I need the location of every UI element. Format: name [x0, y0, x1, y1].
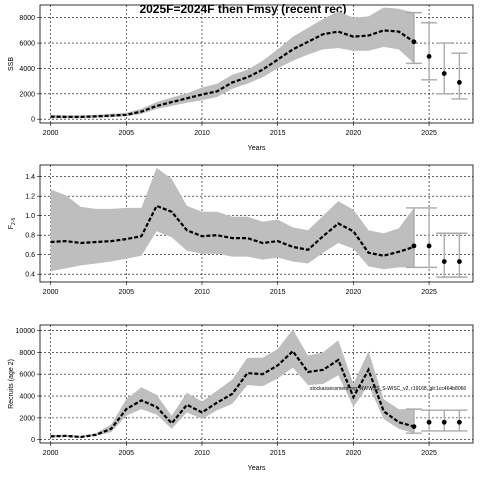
y-tick-label: 1.4 [25, 174, 35, 181]
x-tick-label: 2010 [194, 289, 210, 296]
estimate-line [50, 349, 415, 439]
y-tick-label: 6000 [19, 41, 35, 48]
forecast-point [411, 39, 417, 45]
x-axis-label: Years [248, 145, 266, 152]
forecast-point [426, 243, 432, 249]
confidence-band [50, 329, 414, 438]
y-axis-label: Recruits (age 2) [8, 359, 15, 409]
x-tick-label: 2025 [421, 450, 437, 457]
forecast-point [441, 419, 447, 425]
x-tick-label: 2005 [119, 289, 135, 296]
y-tick-label: 2000 [19, 415, 35, 422]
y-tick-label: 0 [31, 437, 35, 444]
x-tick-label: 2015 [270, 130, 286, 137]
forecast-point [426, 419, 432, 425]
y-tick-label: 2000 [19, 91, 35, 98]
forecast-point [441, 259, 447, 264]
y-tick-label: 0.4 [25, 272, 35, 279]
x-tick-label: 2000 [43, 450, 59, 457]
x-tick-label: 2015 [270, 450, 286, 457]
panel-1: 2000 2005 2010 2015 2020 2025 0 2000 4000 6000 800… [8, 4, 474, 152]
forecast-point [456, 419, 462, 425]
y-tick-label: 0.6 [25, 252, 35, 259]
forecast-point [426, 53, 432, 59]
y-tick-label: 8000 [19, 350, 35, 357]
x-tick-label: 2005 [119, 130, 135, 137]
panel-frame [39, 164, 474, 283]
y-tick-label: 1.2 [25, 194, 35, 201]
x-tick-label: 2020 [346, 130, 362, 137]
y-tick-label: 1.0 [25, 213, 35, 220]
y-tick-label: 4000 [19, 66, 35, 73]
y-axis-label: F2-5 [8, 218, 17, 230]
panel-frame [39, 4, 474, 124]
panel-frame [39, 324, 474, 444]
x-tick-label: 2025 [421, 289, 437, 296]
x-tick-label: 2000 [43, 289, 59, 296]
forecast-point [456, 259, 462, 264]
forecast-point [411, 243, 417, 249]
forecast-point [441, 71, 447, 76]
x-tick-label: 2015 [270, 289, 286, 296]
y-tick-label: 6000 [19, 372, 35, 379]
y-tick-label: 8000 [19, 15, 35, 22]
y-axis-label-subscript: 2-5 [11, 218, 17, 225]
x-tick-label: 2005 [119, 450, 135, 457]
x-tick-label: 2010 [194, 450, 210, 457]
confidence-band [50, 167, 414, 272]
chart-annotation: stockassessment.org, NWWSS_S-WISC_v2, r1… [310, 386, 466, 392]
x-tick-label: 2020 [346, 450, 362, 457]
y-tick-label: 4000 [19, 394, 35, 401]
forecast-point [411, 424, 417, 430]
estimate-line [50, 29, 415, 119]
x-tick-label: 2010 [194, 130, 210, 137]
y-tick-label: 0 [31, 117, 35, 124]
y-tick-label: 10000 [16, 328, 36, 335]
panel-3: 2000 2005 2010 2015 2020 2025 0 2000 4000 6000 800… [8, 324, 474, 472]
x-axis-label: Years [248, 465, 266, 472]
x-tick-label: 2000 [43, 130, 59, 137]
y-axis-label: SSB [8, 57, 15, 71]
x-tick-label: 2025 [421, 130, 437, 137]
x-tick-label: 2020 [346, 289, 362, 296]
chart-title: 2025F=2024F then Fmsy (recent rec) [139, 2, 346, 16]
y-tick-label: 0.8 [25, 233, 35, 240]
estimate-line [50, 204, 415, 257]
panel-2: 2000 2005 2010 2015 2020 2025 0.4 0.6 0.8 1.0 1.2 1… [8, 164, 474, 296]
forecast-point [456, 79, 462, 85]
